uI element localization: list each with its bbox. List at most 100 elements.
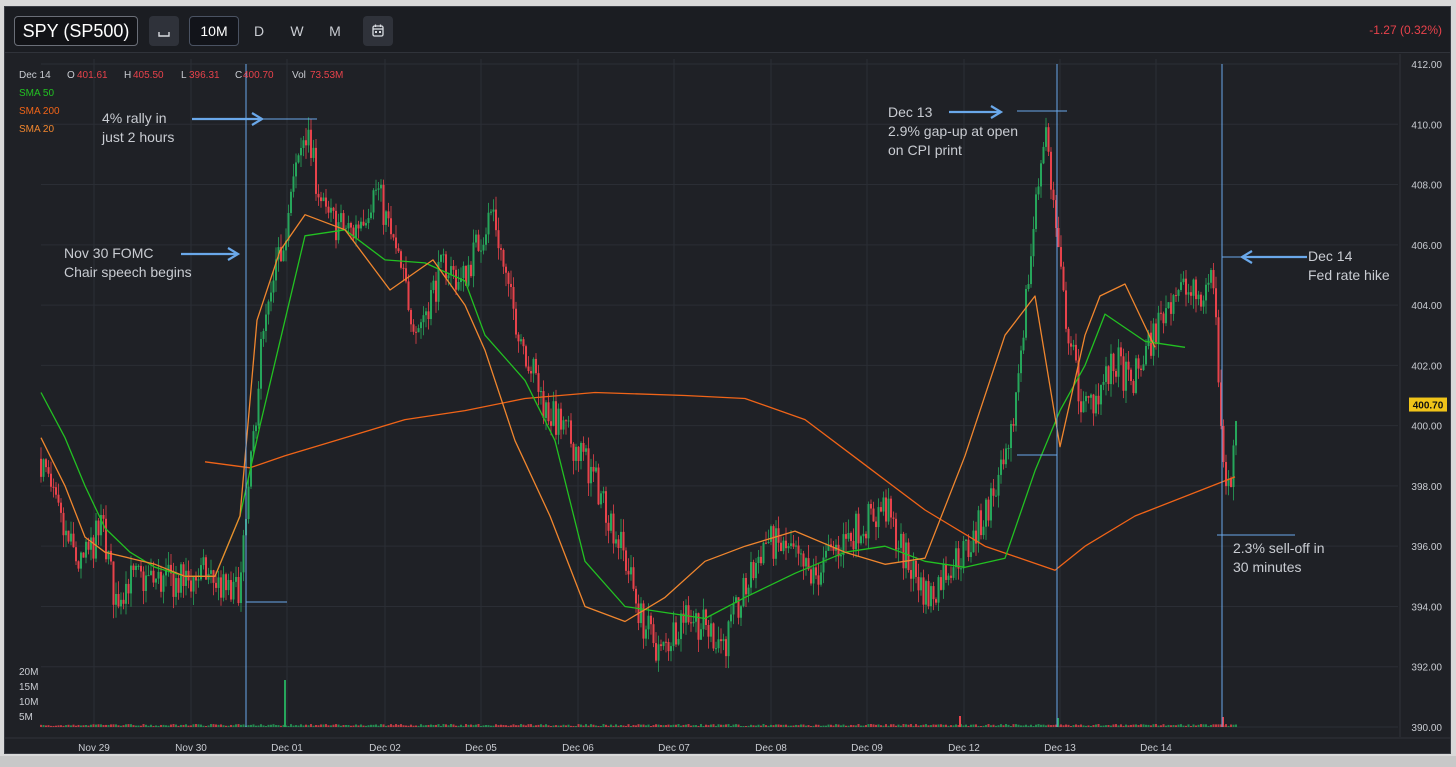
x-tick-label: Dec 08 xyxy=(755,743,787,754)
timeframe-d-button[interactable]: D xyxy=(253,23,265,39)
volume-bar xyxy=(342,724,345,727)
volume-bar xyxy=(217,724,220,727)
indicator-legend: SMA 50 SMA 200 SMA 20 xyxy=(19,88,60,135)
candle-body xyxy=(140,565,142,572)
candle-body xyxy=(80,552,82,569)
candle-body xyxy=(202,557,205,566)
volume-bar xyxy=(517,725,520,727)
candle-body xyxy=(482,244,485,251)
candle-body xyxy=(1165,308,1167,324)
volume-bar xyxy=(112,724,115,727)
timeframe-10m-button[interactable]: 10M xyxy=(189,16,239,46)
y-tick-label: 396.00 xyxy=(1411,542,1442,553)
calendar-button[interactable] xyxy=(363,16,393,46)
candle-body xyxy=(220,577,222,598)
candle-body xyxy=(575,446,577,461)
symbol-selector[interactable]: SPY (SP500) xyxy=(14,16,138,46)
volume-bar xyxy=(307,725,310,727)
candle-body xyxy=(75,547,77,562)
candle-body xyxy=(760,556,762,564)
candle-body xyxy=(772,526,775,559)
candle-body xyxy=(395,237,397,249)
candle-body xyxy=(602,491,605,494)
ohlc-high: 405.50 xyxy=(133,70,164,81)
candle-body xyxy=(782,540,785,552)
candle-body xyxy=(1172,295,1175,314)
volume-bar xyxy=(1180,724,1182,727)
candle-body xyxy=(780,542,782,552)
volume-bar xyxy=(430,724,432,727)
volume-bar xyxy=(72,724,75,727)
volume-bar xyxy=(537,724,540,727)
volume-bar xyxy=(875,724,877,727)
y-tick-label: 394.00 xyxy=(1411,602,1442,613)
candle-body xyxy=(1107,366,1110,385)
candle-body xyxy=(682,613,685,623)
candle-body xyxy=(285,240,287,251)
annotation-selloff-line: 30 minutes xyxy=(1233,559,1301,575)
candle-body xyxy=(517,334,520,342)
volume-bar xyxy=(277,725,280,727)
volume-bar xyxy=(284,680,286,727)
volume-bar xyxy=(977,725,980,727)
volume-bar xyxy=(282,724,285,727)
candle-body xyxy=(422,315,425,323)
volume-bar xyxy=(405,725,407,727)
candle-body xyxy=(1220,382,1222,426)
volume-bar xyxy=(290,724,292,727)
volume-bar xyxy=(612,725,615,727)
candle-body xyxy=(197,579,200,581)
candle-body xyxy=(177,578,180,593)
ohlc-close: 400.70 xyxy=(243,70,274,81)
volume-bar xyxy=(1070,725,1072,727)
calendar-icon xyxy=(372,24,384,37)
volume-bar xyxy=(240,724,242,727)
time-axis: Nov 29 Nov 30 Dec 01 Dec 02 Dec 05 Dec 06 Dec … xyxy=(5,737,1450,754)
candle-body xyxy=(962,541,965,569)
volume-bar xyxy=(772,725,775,727)
candle-body xyxy=(1225,461,1227,487)
volume-bar xyxy=(1112,724,1115,727)
candle-body xyxy=(432,280,435,291)
volume-bar xyxy=(1235,724,1237,727)
volume-bar xyxy=(990,725,992,727)
volume-bar xyxy=(317,725,320,727)
volume-bar xyxy=(1127,725,1130,727)
candle-body xyxy=(292,176,295,192)
volume-bar xyxy=(1177,724,1180,727)
candle-body xyxy=(45,459,47,468)
candle-body xyxy=(162,575,165,592)
candle-body xyxy=(247,486,250,520)
candle-body xyxy=(1197,294,1200,300)
candle-body xyxy=(1217,317,1220,383)
candle-body xyxy=(592,466,595,472)
candle-body xyxy=(615,539,617,544)
volume-bar xyxy=(415,725,417,727)
volume-bar xyxy=(675,724,677,727)
chart-type-button[interactable] xyxy=(149,16,179,46)
candle-body xyxy=(730,614,732,622)
volume-bar xyxy=(332,724,335,727)
ohlc-low: 396.31 xyxy=(189,70,220,81)
volume-bar xyxy=(327,725,330,727)
volume-bar xyxy=(615,724,617,727)
price-chart[interactable]: 390.00 392.00 394.00 396.00 398.00 400.00 402.… xyxy=(5,54,1451,754)
candle-body xyxy=(1127,361,1130,370)
candle-body xyxy=(605,491,607,523)
volume-bar xyxy=(1057,718,1059,727)
candle-body xyxy=(350,222,352,228)
candle-body xyxy=(122,599,125,604)
volume-bar xyxy=(1220,724,1222,727)
candle-body xyxy=(230,580,232,600)
candle-body xyxy=(827,544,830,551)
x-tick-label: Dec 01 xyxy=(271,743,303,754)
volume-bar xyxy=(1227,725,1230,727)
candle-body xyxy=(622,531,625,551)
candle-body xyxy=(765,542,767,544)
candle-body xyxy=(680,613,682,640)
timeframe-m-button[interactable]: M xyxy=(329,23,341,39)
volume-bar xyxy=(175,724,177,727)
volume-bar xyxy=(1155,724,1157,727)
candle-body xyxy=(790,543,792,547)
timeframe-w-button[interactable]: W xyxy=(290,23,304,39)
